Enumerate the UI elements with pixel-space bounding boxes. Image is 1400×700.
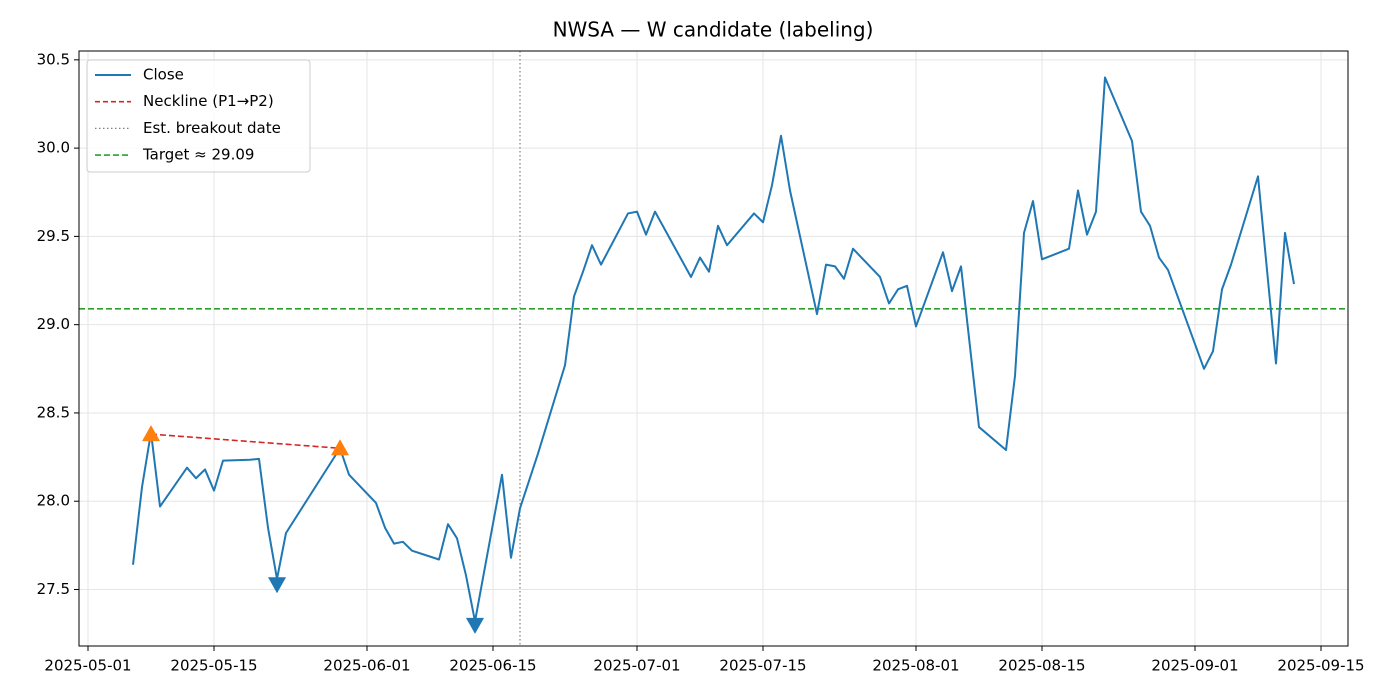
x-tick-label: 2025-08-01 [872, 657, 959, 675]
peak-marker [331, 439, 349, 456]
legend-label: Neckline (P1→P2) [143, 92, 274, 110]
x-tick-label: 2025-06-01 [323, 657, 410, 675]
y-tick-label: 28.5 [37, 403, 70, 421]
legend-label: Target ≈ 29.09 [142, 146, 254, 164]
y-tick-label: 27.5 [37, 580, 70, 598]
peak-marker [142, 425, 160, 442]
plot-frame [78, 50, 1349, 647]
x-tick-label: 2025-06-15 [449, 657, 536, 675]
legend-box [86, 59, 311, 173]
y-tick-label: 29.0 [37, 315, 70, 333]
legend: Close Neckline (P1→P2) Est. breakout date T… [86, 59, 311, 173]
y-tick-label: 30.5 [37, 50, 70, 68]
y-tick-label: 30.0 [37, 139, 70, 157]
x-tick-label: 2025-05-01 [44, 657, 131, 675]
trough-marker [268, 577, 286, 594]
x-tick-label: 2025-07-01 [593, 657, 680, 675]
y-tick-label: 28.0 [37, 492, 70, 510]
trough-marker [466, 617, 484, 634]
neckline [150, 433, 341, 450]
legend-label: Close [143, 66, 184, 84]
y-tick-label: 29.5 [37, 227, 70, 245]
x-tick-label: 2025-09-15 [1277, 657, 1364, 675]
legend-label: Est. breakout date [143, 119, 281, 137]
chart-title: NWSA — W candidate (labeling) [553, 18, 874, 42]
x-tick-label: 2025-05-15 [170, 657, 257, 675]
x-tick-label: 2025-08-15 [998, 657, 1085, 675]
x-tick-label: 2025-09-01 [1151, 657, 1238, 675]
x-tick-label: 2025-07-15 [719, 657, 806, 675]
